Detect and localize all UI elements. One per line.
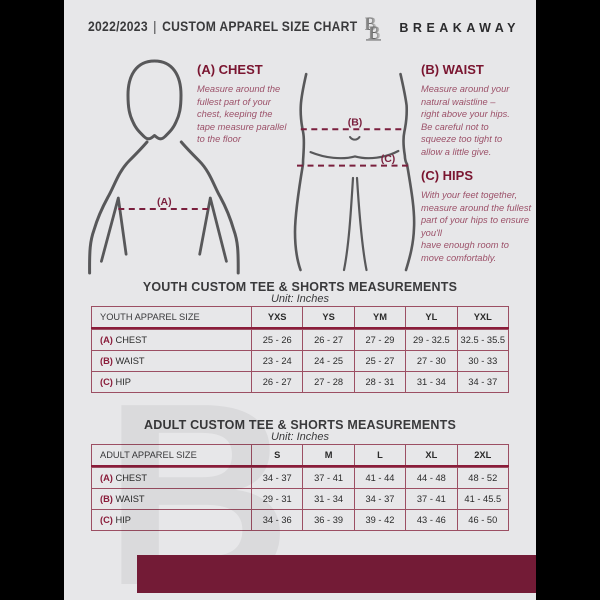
svg-text:(A): (A) xyxy=(157,196,172,208)
svg-text:B: B xyxy=(368,23,381,42)
svg-text:(C): (C) xyxy=(381,153,396,165)
svg-text:(B): (B) xyxy=(348,117,363,129)
